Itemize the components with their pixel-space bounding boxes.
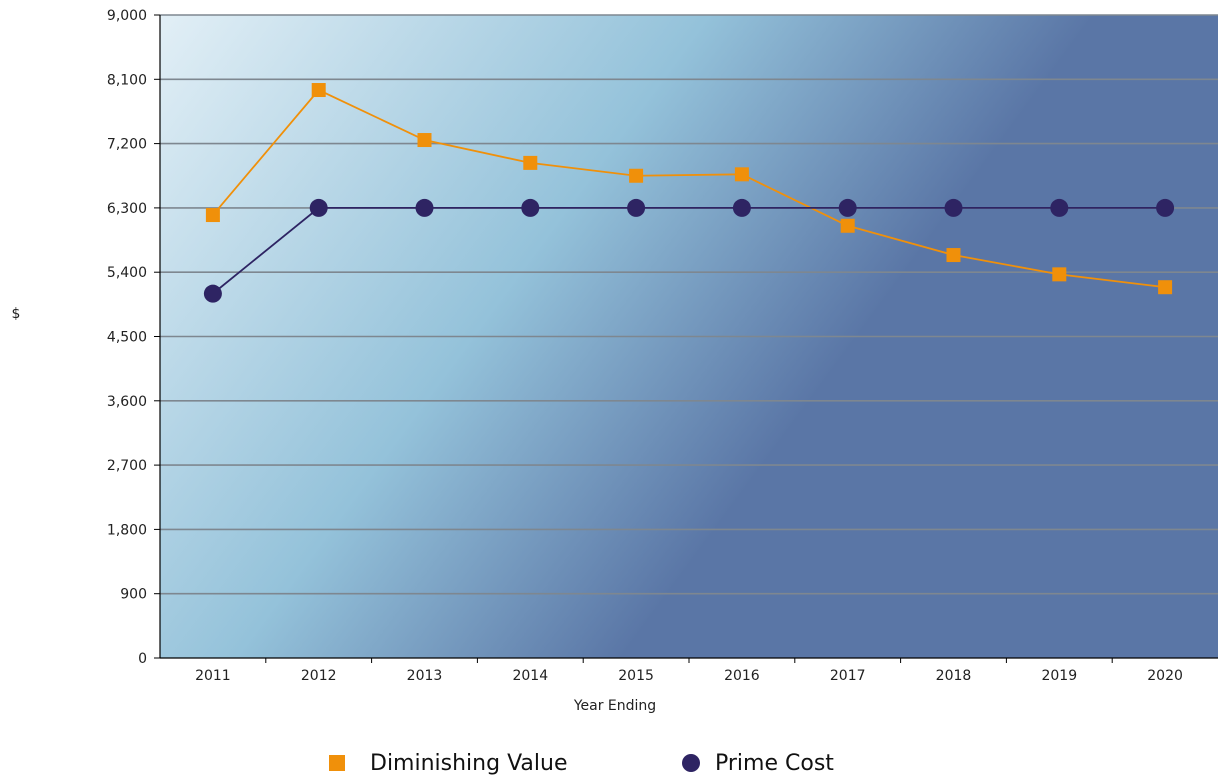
x-tick-label: 2018	[936, 668, 972, 684]
y-tick-label: 0	[138, 651, 147, 667]
series-group	[203, 83, 1175, 303]
data-point-diminishing-value	[523, 155, 538, 170]
y-tick-label: 2,700	[107, 458, 147, 474]
x-tick-label: 2011	[195, 668, 231, 684]
y-tick-label: 4,500	[107, 330, 147, 346]
y-tick-label: 6,300	[107, 201, 147, 217]
legend: Diminishing Value Prime Cost	[329, 751, 834, 776]
data-point-diminishing-value	[311, 83, 326, 98]
y-tick-label: 7,200	[107, 137, 147, 153]
data-point-diminishing-value	[840, 218, 855, 233]
x-tick-label: 2013	[407, 668, 443, 684]
x-axis-ticks: 2011 2012 2013 2014 2015 2016 2017 2018 2019 2020	[195, 658, 1183, 684]
x-tick-label: 2012	[301, 668, 337, 684]
data-point-prime-cost	[944, 198, 963, 217]
x-tick-label: 2016	[724, 668, 760, 684]
data-point-diminishing-value	[1158, 280, 1173, 295]
data-point-diminishing-value	[946, 248, 961, 263]
x-axis-title: Year Ending	[573, 698, 656, 714]
y-tick-label: 9,000	[107, 8, 147, 24]
data-point-prime-cost	[732, 198, 751, 217]
y-tick-label: 3,600	[107, 394, 147, 410]
data-point-prime-cost	[203, 284, 222, 303]
legend-marker-diminishing-value	[329, 755, 345, 771]
x-tick-label: 2017	[830, 668, 866, 684]
series-line-prime-cost	[212, 206, 1166, 295]
data-point-diminishing-value	[1052, 267, 1067, 282]
legend-label-prime-cost: Prime Cost	[715, 751, 834, 776]
x-tick-label: 2020	[1147, 668, 1183, 684]
data-point-prime-cost	[309, 198, 328, 217]
y-axis-title: $	[12, 306, 21, 322]
y-tick-label: 1,800	[107, 522, 147, 538]
y-tick-label: 900	[120, 587, 147, 603]
x-tick-label: 2014	[512, 668, 548, 684]
y-tick-label: 8,100	[107, 72, 147, 88]
legend-marker-prime-cost	[682, 754, 700, 772]
data-point-prime-cost	[1050, 198, 1069, 217]
data-point-prime-cost	[1156, 198, 1175, 217]
data-point-prime-cost	[627, 198, 646, 217]
legend-label-diminishing-value: Diminishing Value	[370, 751, 567, 776]
series-line-diminishing-value	[212, 88, 1166, 289]
data-point-diminishing-value	[734, 167, 749, 182]
data-point-prime-cost	[838, 198, 857, 217]
x-tick-label: 2015	[618, 668, 654, 684]
y-axis-ticks: 0 900 1,800 2,700 3,600 4,500 5,400 6,300 7,200 8…	[107, 8, 160, 667]
data-point-diminishing-value	[417, 133, 432, 148]
data-point-diminishing-value	[629, 168, 644, 183]
x-tick-label: 2019	[1041, 668, 1077, 684]
data-point-prime-cost	[521, 198, 540, 217]
y-tick-label: 5,400	[107, 265, 147, 281]
data-point-diminishing-value	[205, 208, 220, 223]
data-point-prime-cost	[415, 198, 434, 217]
